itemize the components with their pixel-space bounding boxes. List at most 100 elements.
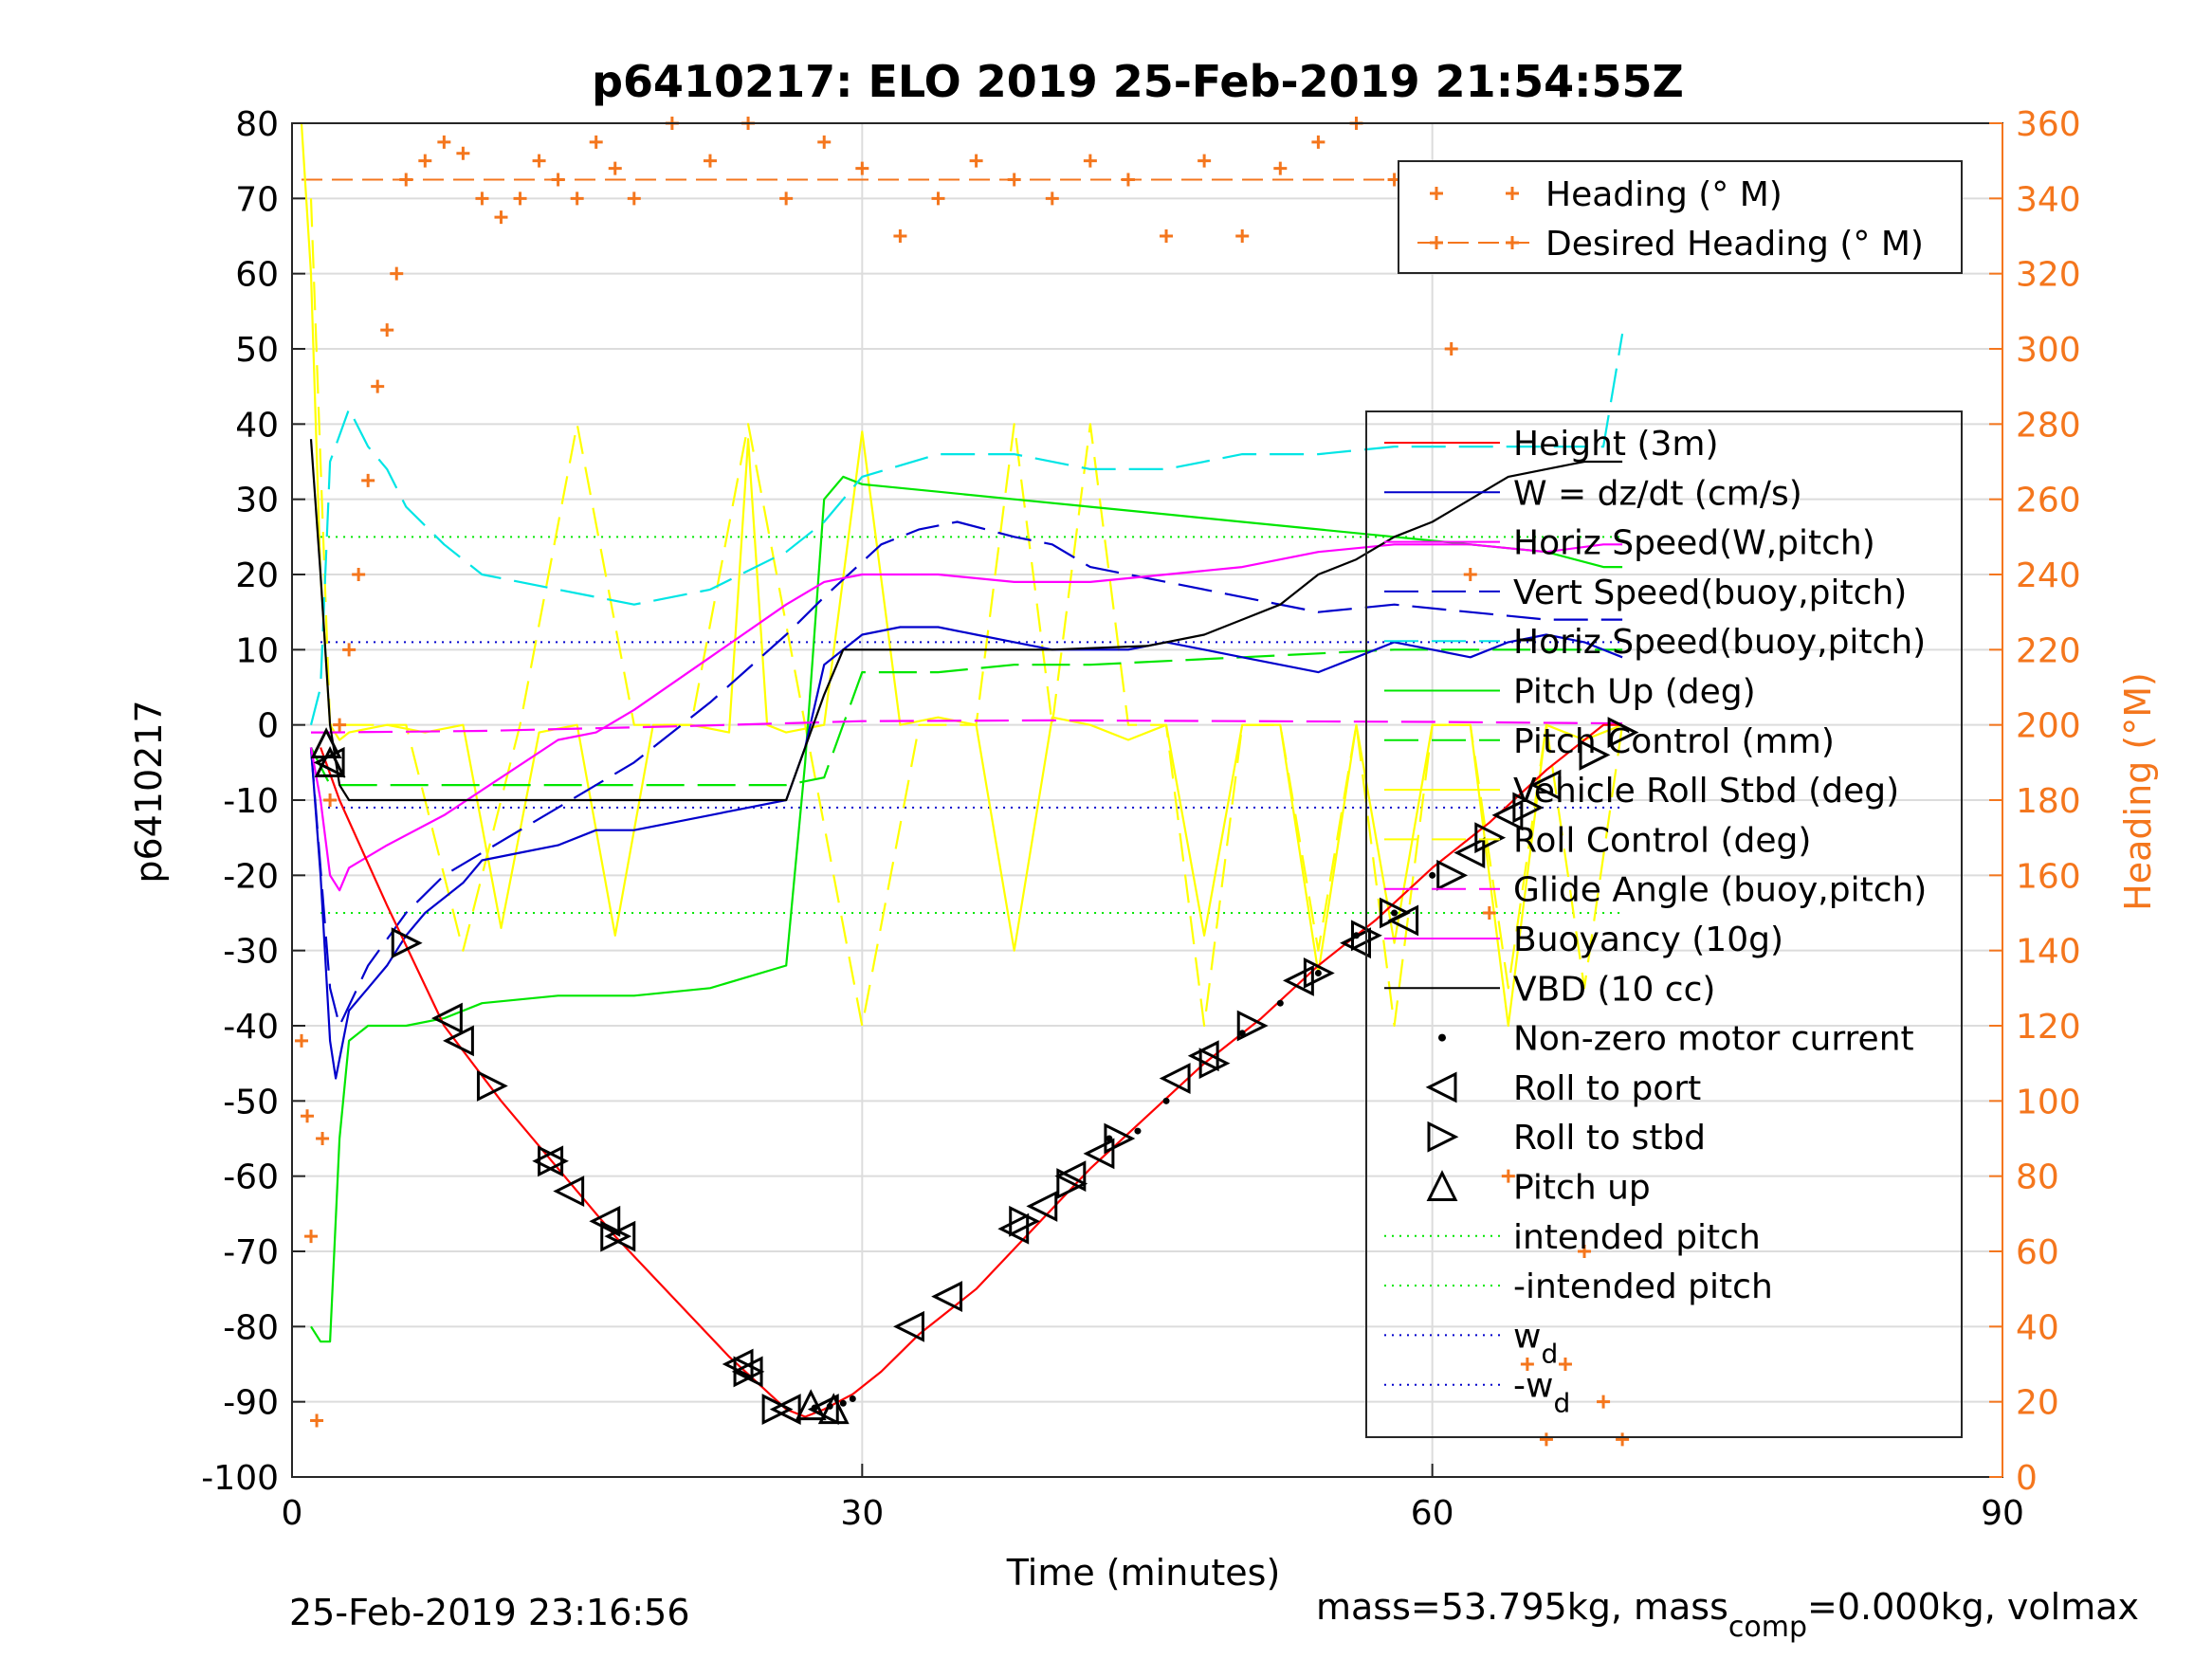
series-vbd (309, 439, 1623, 802)
legend-label: Height (3m) (1513, 425, 1719, 464)
heading-point (817, 135, 832, 149)
main-legend-box (1365, 410, 1963, 1438)
legend-label: Vehicle Roll Stbd (deg) (1513, 772, 1899, 811)
heading-point (494, 210, 508, 225)
legend-label: Roll to stbd (1513, 1119, 1706, 1158)
heading-point (380, 323, 394, 337)
series-layer (300, 122, 1624, 1418)
motor-current-point (1314, 969, 1322, 976)
legend-label: Vert Speed(buoy,pitch) (1513, 574, 1907, 612)
heading-legend-box (1398, 160, 1963, 274)
roll-to-stbd-marker (1009, 1205, 1041, 1237)
y2-tick-label: 300 (2016, 331, 2081, 370)
roll-to-port-marker (1187, 1040, 1219, 1072)
heading-point (1520, 1358, 1534, 1371)
heading-point (627, 191, 641, 206)
roll-to-stbd-marker (1512, 792, 1545, 824)
motor-current-point (826, 1402, 833, 1410)
roll-to-stbd-marker (761, 1394, 794, 1426)
roll-to-stbd-marker (1104, 1122, 1136, 1155)
roll-to-stbd-marker (1236, 1010, 1269, 1042)
heading-point (1444, 342, 1458, 356)
motor-current-point (1352, 932, 1360, 939)
series-glide-angle (311, 719, 1623, 734)
roll-to-stbd-marker (1380, 897, 1411, 929)
y2-tick-label: 40 (2016, 1308, 2059, 1347)
heading-point (399, 173, 413, 187)
y2-tick-label: 160 (2016, 857, 2081, 896)
roll-to-port-marker (532, 1145, 564, 1177)
y2-axis-label: Heading (°M) (2117, 672, 2159, 911)
roll-to-port-marker (893, 1310, 924, 1342)
roll-to-port-marker (1491, 799, 1524, 831)
y2-tick-label: 120 (2016, 1008, 2081, 1047)
heading-point (703, 154, 717, 168)
pitch-up-marker (795, 1389, 827, 1421)
heading-point (1463, 568, 1477, 581)
legend-label: Pitch Up (deg) (1513, 673, 1756, 712)
legend-label: Pitch Control (mm) (1513, 722, 1835, 761)
roll-to-stbd-marker (733, 1356, 765, 1388)
heading-point (352, 568, 366, 581)
heading-legend-marker (1430, 187, 1443, 200)
motor-current-point (811, 1404, 818, 1412)
motor-current-point (1391, 909, 1398, 917)
y-tick-label: -100 (201, 1459, 279, 1498)
roll-to-port-marker (604, 1220, 636, 1252)
heading-point (1311, 135, 1325, 149)
roll-to-stbd-marker (538, 1145, 569, 1177)
heading-point (589, 135, 603, 149)
roll-to-port-marker (1283, 964, 1314, 996)
pitch-up-marker (314, 745, 346, 777)
y2-tick-label: 240 (2016, 556, 2081, 595)
y2-tick-label: 200 (2016, 707, 2081, 746)
heading-point (1597, 1395, 1611, 1409)
y-tick-label: 40 (235, 406, 279, 445)
motor-current-point (1106, 1135, 1113, 1142)
y2-tick-label: 220 (2016, 631, 2081, 670)
roll-to-port-marker (1083, 1138, 1115, 1170)
y-tick-label: 0 (257, 707, 279, 746)
heading-point (570, 191, 584, 206)
heading-point (1482, 906, 1496, 920)
heading-point (342, 643, 356, 657)
y2-tick-label: 140 (2016, 933, 2081, 972)
roll-to-port-marker (931, 1281, 963, 1313)
heading-point (437, 135, 451, 149)
heading-legend-label: Desired Heading (° M) (1545, 225, 1924, 264)
y-tick-label: -70 (223, 1233, 279, 1272)
legend-label: intended pitch (1513, 1218, 1761, 1257)
roll-to-port-marker (553, 1176, 585, 1207)
heading-point (969, 154, 983, 168)
y2-tick-label: 340 (2016, 180, 2081, 219)
legend-label: Buoyancy (10g) (1513, 921, 1783, 959)
legend-label: Roll to port (1513, 1069, 1701, 1108)
footer-mass: mass=53.795kg, masscomp=0.000kg, volmax (1316, 1586, 2139, 1644)
heading-point (513, 191, 527, 206)
heading-point (893, 229, 907, 243)
roll-to-port-marker (997, 1212, 1030, 1245)
roll-to-port-marker (589, 1205, 621, 1237)
chart-title: p6410217: ELO 2019 25-Feb-2019 21:54:55Z (592, 56, 1684, 107)
heading-point (1273, 161, 1288, 175)
motor-current-point (1238, 1030, 1246, 1037)
y-tick-label: 80 (235, 105, 279, 144)
legend-swatch (1438, 1033, 1446, 1042)
heading-legend: Heading (° M) Desired Heading (° M) (1398, 160, 1963, 274)
heading-point (779, 191, 794, 206)
motor-current-point (1162, 1097, 1170, 1104)
y-tick-label: 20 (235, 556, 279, 595)
legend-label: Roll Control (deg) (1513, 821, 1811, 860)
heading-point (418, 154, 432, 168)
roll-to-stbd-marker (391, 927, 423, 959)
grid (291, 122, 2003, 1478)
series-horiz-speed-w (309, 543, 1623, 892)
y2-tick-label: 180 (2016, 782, 2081, 821)
marker-layer (295, 117, 1639, 1447)
y-tick-label: -50 (223, 1083, 279, 1121)
heading-point (855, 161, 869, 175)
heading-point (390, 266, 404, 281)
heading-point (475, 191, 489, 206)
y-tick-label: 60 (235, 256, 279, 295)
motor-current-point (1429, 871, 1436, 879)
